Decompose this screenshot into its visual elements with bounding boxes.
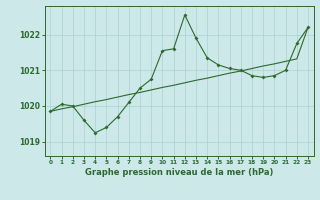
X-axis label: Graphe pression niveau de la mer (hPa): Graphe pression niveau de la mer (hPa) — [85, 168, 273, 177]
